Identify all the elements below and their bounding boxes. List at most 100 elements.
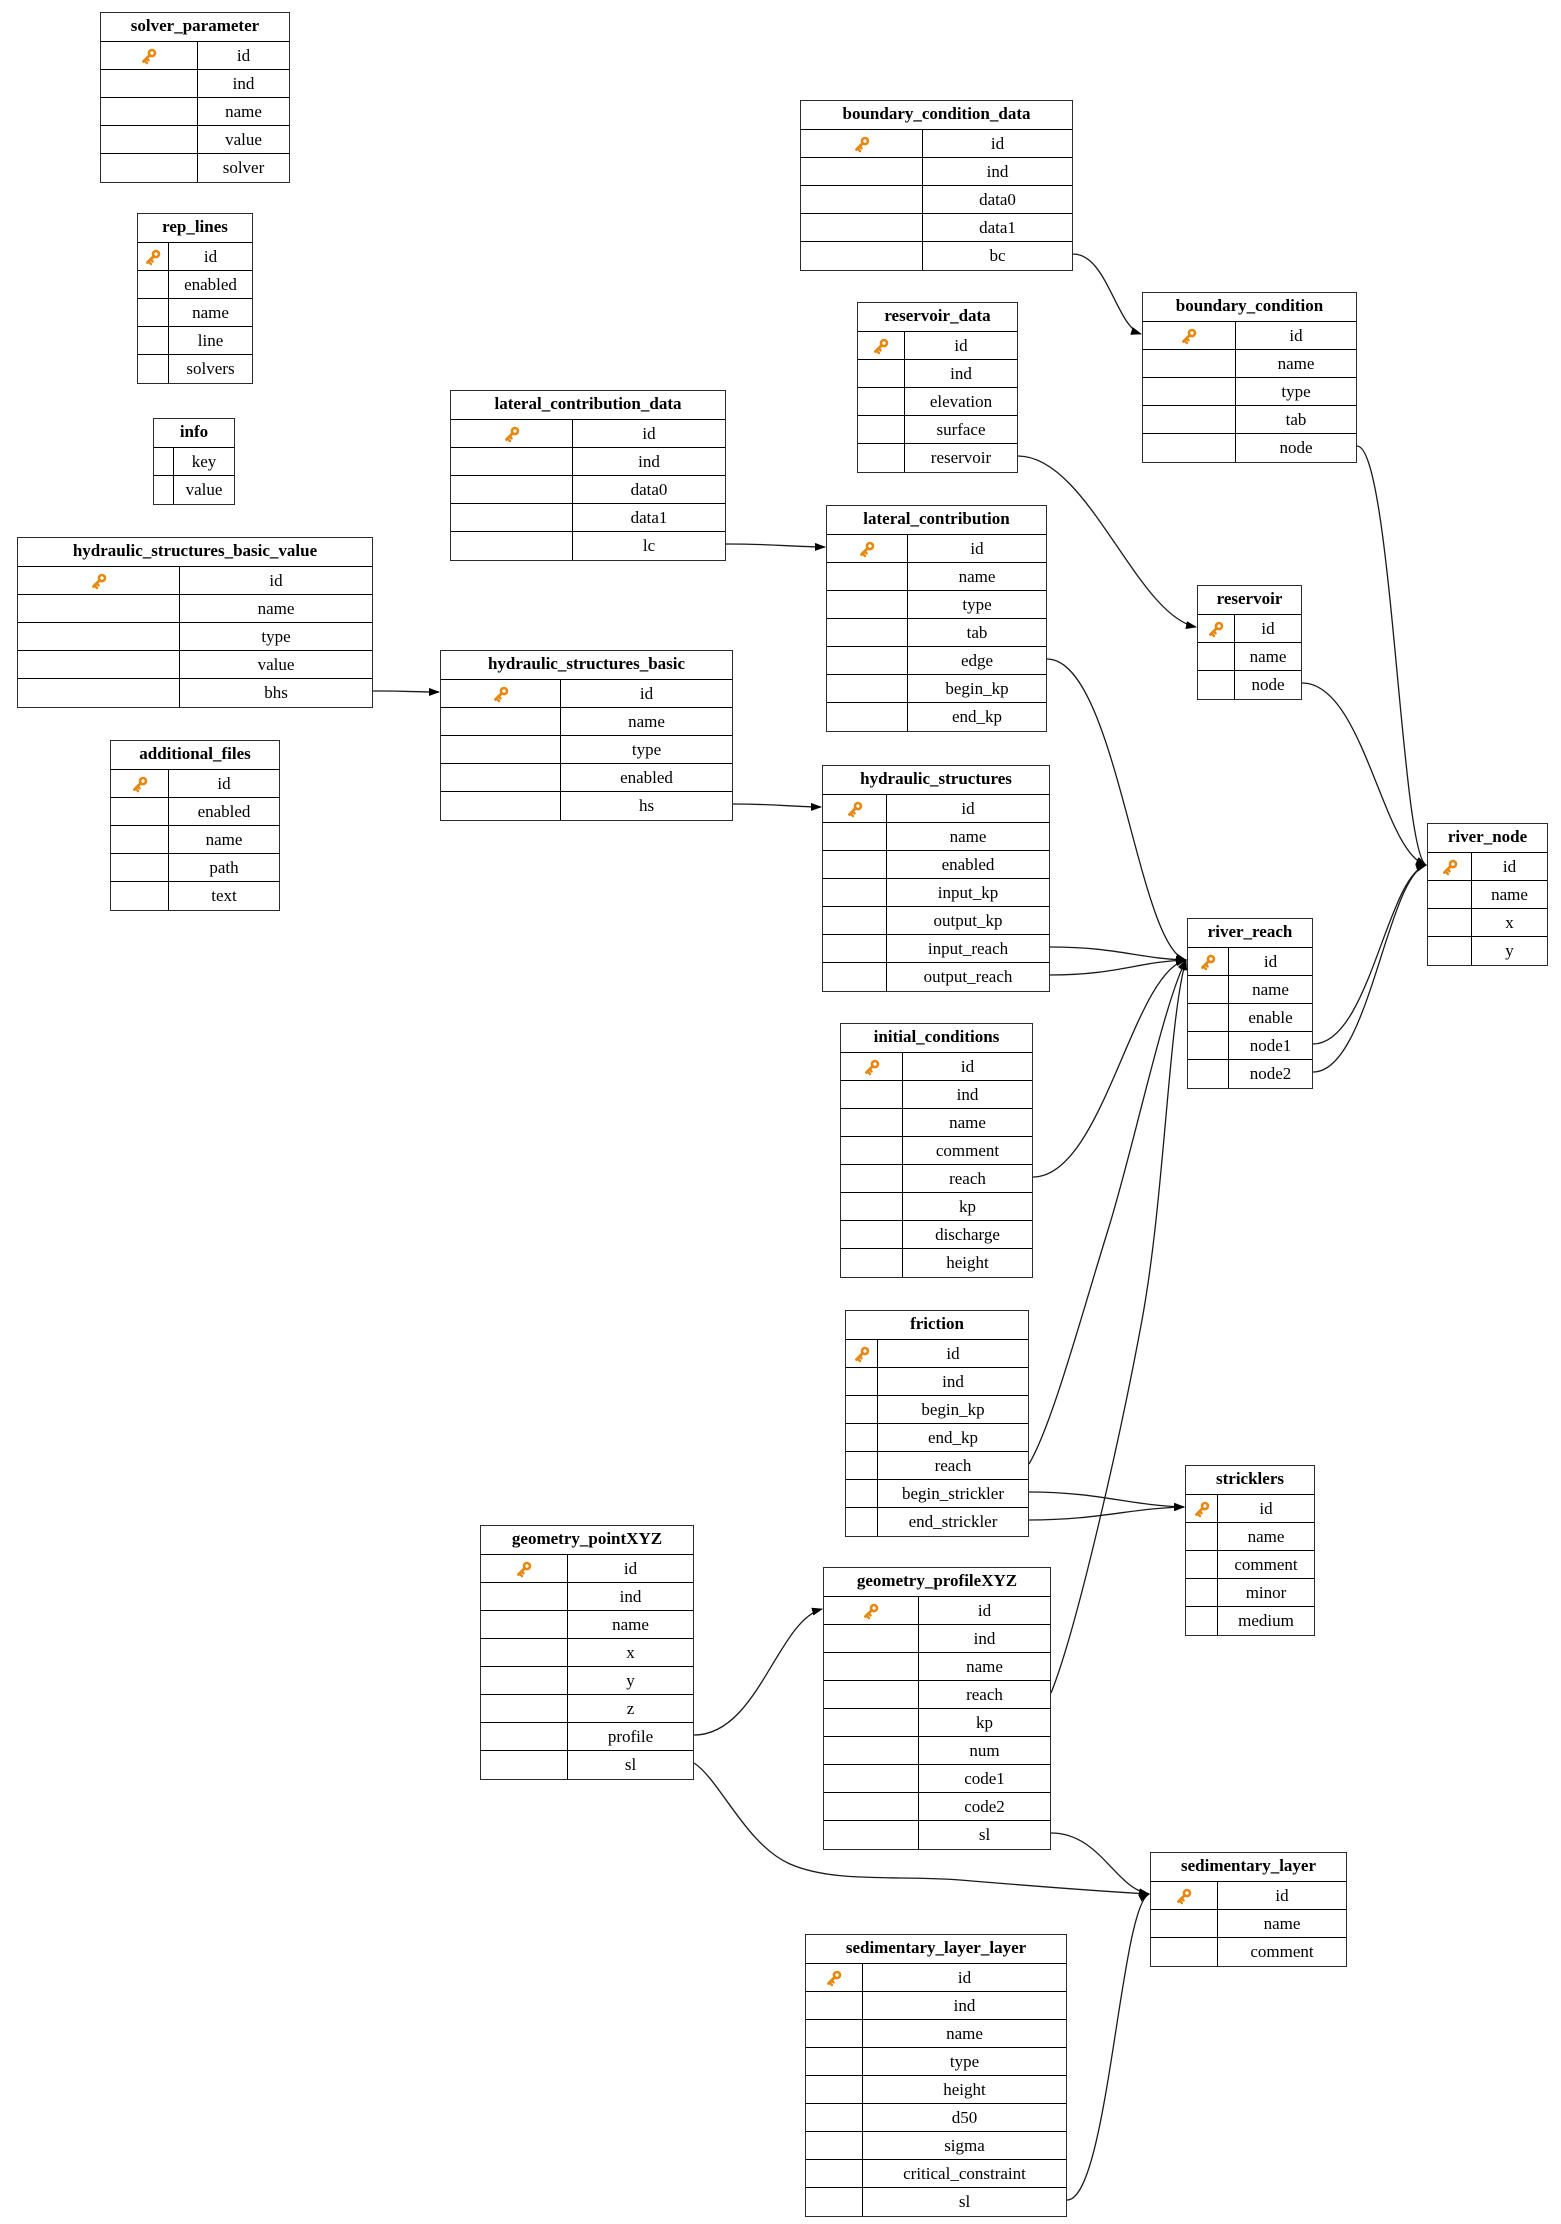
empty-key-cell: [111, 882, 169, 910]
table-additional_files: additional_files id enabled name path text: [110, 740, 280, 911]
empty-key-cell: [824, 1653, 919, 1680]
table-row: lc: [451, 532, 725, 560]
column-name: surface: [936, 420, 986, 439]
empty-key-cell: [481, 1695, 568, 1722]
table-row: discharge: [841, 1221, 1032, 1249]
column-name: data1: [979, 218, 1016, 237]
empty-key-cell: [823, 851, 887, 878]
table-row: id: [441, 680, 732, 708]
column-name: ind: [950, 364, 972, 383]
table-row: value: [18, 651, 372, 679]
empty-key-cell: [138, 327, 169, 354]
table-row: name: [1188, 976, 1312, 1004]
table-row: minor: [1186, 1579, 1314, 1607]
column-name: key: [191, 452, 217, 471]
empty-key-cell: [101, 154, 198, 182]
column-name: tab: [1285, 410, 1307, 429]
table-row: height: [841, 1249, 1032, 1277]
empty-key-cell: [858, 416, 905, 443]
table-row: id: [801, 130, 1072, 158]
column-name: name: [1277, 354, 1315, 373]
relationship-edge-river_reach.node1-to-river_node: [1312, 864, 1427, 1045]
table-row: ind: [101, 70, 289, 98]
table-row: type: [18, 623, 372, 651]
empty-key-cell: [451, 448, 573, 475]
table-row: ind: [824, 1625, 1050, 1653]
column-name: end_strickler: [908, 1512, 998, 1531]
column-name: begin_kp: [945, 679, 1009, 698]
table-row: reach: [824, 1681, 1050, 1709]
table-row: node: [1143, 434, 1356, 462]
column-name: d50: [951, 2108, 978, 2127]
table-row: critical_constraint: [806, 2160, 1066, 2188]
column-name: end_kp: [951, 707, 1003, 726]
table-title: hydraulic_structures: [823, 766, 1049, 795]
table-title: hydraulic_structures_basic_value: [18, 538, 372, 567]
empty-key-cell: [138, 355, 169, 383]
empty-key-cell: [827, 563, 908, 590]
empty-key-cell: [451, 504, 573, 531]
table-row: name: [1186, 1523, 1314, 1551]
table-row: ind: [806, 1992, 1066, 2020]
table-row: path: [111, 854, 279, 882]
column-name: sl: [958, 2192, 971, 2211]
table-title: additional_files: [111, 741, 279, 770]
table-row: sl: [824, 1821, 1050, 1849]
table-row: type: [1143, 378, 1356, 406]
table-row: name: [827, 563, 1046, 591]
empty-key-cell: [841, 1193, 903, 1220]
table-row: node1: [1188, 1032, 1312, 1060]
table-row: d50: [806, 2104, 1066, 2132]
column-name: bhs: [264, 683, 288, 702]
table-title: geometry_pointXYZ: [481, 1526, 693, 1555]
column-name: edge: [960, 651, 994, 670]
primary-key-cell: [481, 1555, 568, 1582]
table-lateral_contribution_data: lateral_contribution_data id ind data0 data1…: [450, 390, 726, 561]
empty-key-cell: [824, 1765, 919, 1792]
column-name: hs: [638, 796, 655, 815]
table-title: sedimentary_layer_layer: [806, 1935, 1066, 1964]
column-name: name: [205, 830, 243, 849]
empty-key-cell: [806, 2076, 863, 2103]
table-row: z: [481, 1695, 693, 1723]
empty-key-cell: [451, 532, 573, 560]
column-name: enabled: [197, 802, 251, 821]
table-row: node2: [1188, 1060, 1312, 1088]
table-row: kp: [841, 1193, 1032, 1221]
primary-key-cell: [806, 1964, 863, 1991]
column-name: enabled: [184, 275, 237, 294]
empty-key-cell: [823, 879, 887, 906]
table-row: name: [806, 2020, 1066, 2048]
table-row: id: [1143, 322, 1356, 350]
table-row: id: [138, 243, 252, 271]
primary-key-cell: [1151, 1882, 1218, 1909]
empty-key-cell: [101, 70, 198, 97]
table-river_node: river_node id name x y: [1427, 823, 1548, 966]
table-row: edge: [827, 647, 1046, 675]
table-row: code1: [824, 1765, 1050, 1793]
column-name: id: [269, 571, 283, 590]
table-row: solvers: [138, 355, 252, 383]
column-name: name: [949, 827, 987, 846]
table-row: id: [827, 535, 1046, 563]
empty-key-cell: [1151, 1938, 1218, 1966]
empty-key-cell: [1143, 350, 1236, 377]
table-initial_conditions: initial_conditions id ind name comment reach k…: [840, 1023, 1033, 1278]
table-row: x: [1428, 909, 1547, 937]
key-icon: [1201, 954, 1216, 970]
table-row: name: [823, 823, 1049, 851]
column-name: y: [1505, 941, 1514, 960]
empty-key-cell: [18, 595, 180, 622]
column-name: id: [990, 134, 1005, 153]
empty-key-cell: [1186, 1551, 1218, 1578]
table-row: name: [138, 299, 252, 327]
empty-key-cell: [1198, 671, 1235, 699]
table-row: type: [806, 2048, 1066, 2076]
empty-key-cell: [806, 2160, 863, 2187]
column-name: id: [1263, 952, 1278, 971]
key-icon: [146, 249, 161, 265]
table-row: reservoir: [858, 444, 1017, 472]
table-row: data1: [801, 214, 1072, 242]
table-row: line: [138, 327, 252, 355]
column-name: name: [225, 102, 262, 121]
